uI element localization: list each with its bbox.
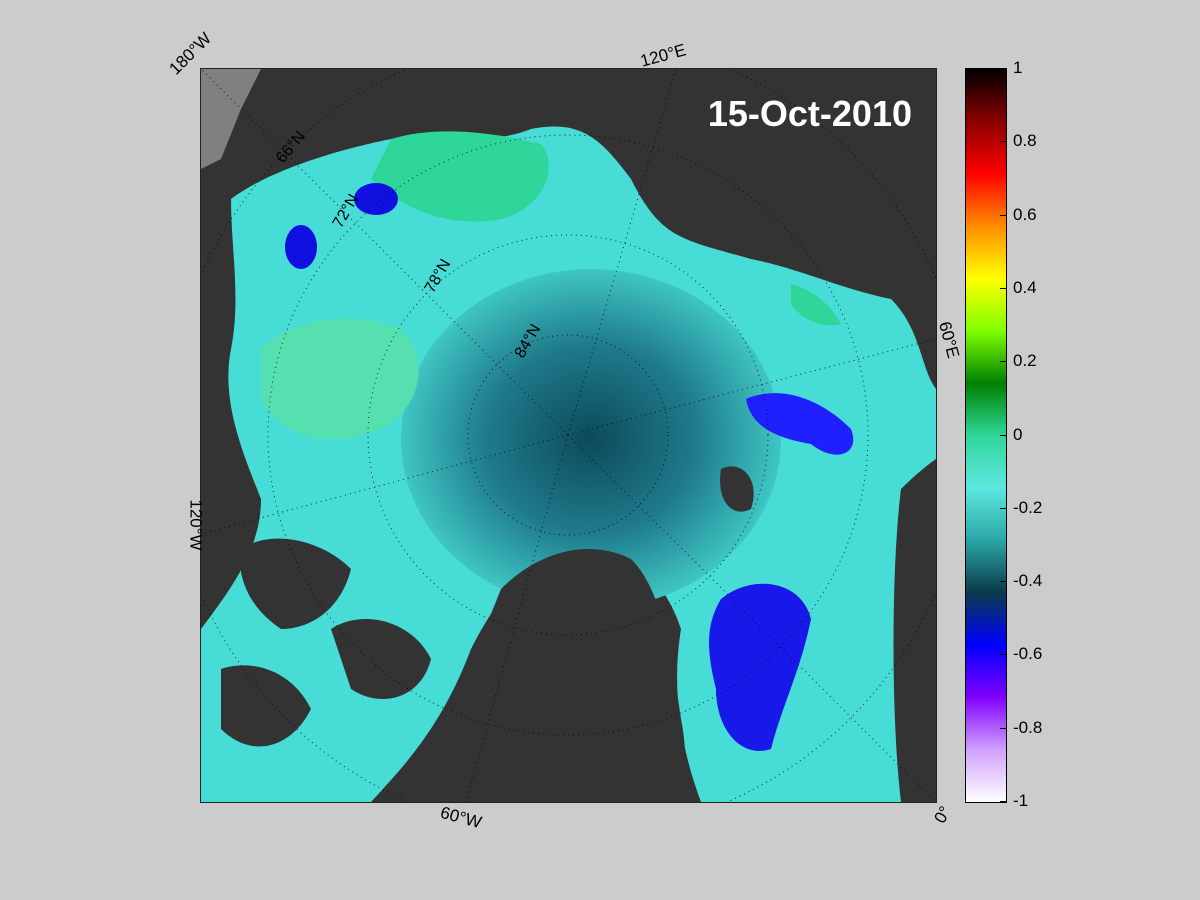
positive-anomaly-east xyxy=(791,284,841,326)
lat-circle-78 xyxy=(367,234,769,636)
colorbar-tick-mark xyxy=(1000,361,1006,363)
colorbar-tick-label: -0.8 xyxy=(1013,717,1043,737)
island-1 xyxy=(240,538,351,629)
negative-anomaly-1 xyxy=(354,183,398,215)
island-3 xyxy=(221,665,311,747)
colorbar-tick-mark xyxy=(1000,654,1006,656)
lat-circle-84 xyxy=(467,334,669,536)
colorbar-tick-mark xyxy=(1000,434,1006,436)
colorbar xyxy=(965,68,1007,803)
positive-anomaly-north xyxy=(371,131,549,222)
central-arctic-anomaly xyxy=(401,269,781,609)
colorbar-tick-mark xyxy=(1000,507,1006,509)
lon-label-120w: 120°W xyxy=(186,499,206,551)
colorbar-tick-mark xyxy=(1000,68,1006,69)
negative-anomaly-4 xyxy=(709,583,811,751)
negative-anomaly-3 xyxy=(746,393,854,455)
greenland-land xyxy=(476,549,686,802)
lon-label-120e: 120°E xyxy=(638,40,689,71)
colorbar-tick-label: -1 xyxy=(1013,791,1029,810)
colorbar-tick-label: 0.6 xyxy=(1013,204,1037,224)
island-2 xyxy=(331,619,431,699)
map-panel: 84°N 78°N 72°N 66°N 15-Oct-2010 xyxy=(200,68,937,803)
graticule xyxy=(201,69,936,802)
colorbar-tick-label: 0.2 xyxy=(1013,351,1037,371)
negative-anomaly-2 xyxy=(285,225,317,269)
colorbar-tick-label: 0.4 xyxy=(1013,277,1037,297)
eurasia-land xyxy=(631,69,936,299)
colorbar-tick-label: -0.4 xyxy=(1013,571,1043,591)
meridian-120e xyxy=(567,69,677,436)
meridian-60e xyxy=(567,338,936,436)
lon-label-60w: 60°W xyxy=(438,802,484,833)
colorbar-tick-mark xyxy=(1000,214,1006,216)
colorbar-tick-mark xyxy=(1000,727,1006,729)
colorbar-tick-label: 1 xyxy=(1013,58,1023,77)
meridian-60w xyxy=(465,434,569,802)
meridian-120w xyxy=(201,434,569,535)
date-label: 15-Oct-2010 xyxy=(707,93,912,134)
grey-land-region xyxy=(201,69,261,169)
colorbar-tick-label: -0.6 xyxy=(1013,644,1043,664)
lon-label-0: 0° xyxy=(930,802,955,827)
sea-ice-map: 84°N 78°N 72°N 66°N xyxy=(201,69,936,802)
colorbar-tick-label: -0.2 xyxy=(1013,497,1043,517)
svalbard-land xyxy=(720,466,754,512)
colorbar-tick-mark xyxy=(1000,801,1006,802)
colorbar-tick-label: 0.8 xyxy=(1013,131,1037,151)
colorbar-tick-mark xyxy=(1000,581,1006,583)
lon-label-60e: 60°E xyxy=(935,319,963,361)
positive-anomaly-west xyxy=(261,318,419,439)
colorbar-tick-label: 0 xyxy=(1013,424,1023,444)
lat-circle-72 xyxy=(267,134,869,736)
colorbar-tick-mark xyxy=(1000,141,1006,143)
colorbar-tick-mark xyxy=(1000,287,1006,289)
scandinavia-land xyxy=(893,459,936,802)
